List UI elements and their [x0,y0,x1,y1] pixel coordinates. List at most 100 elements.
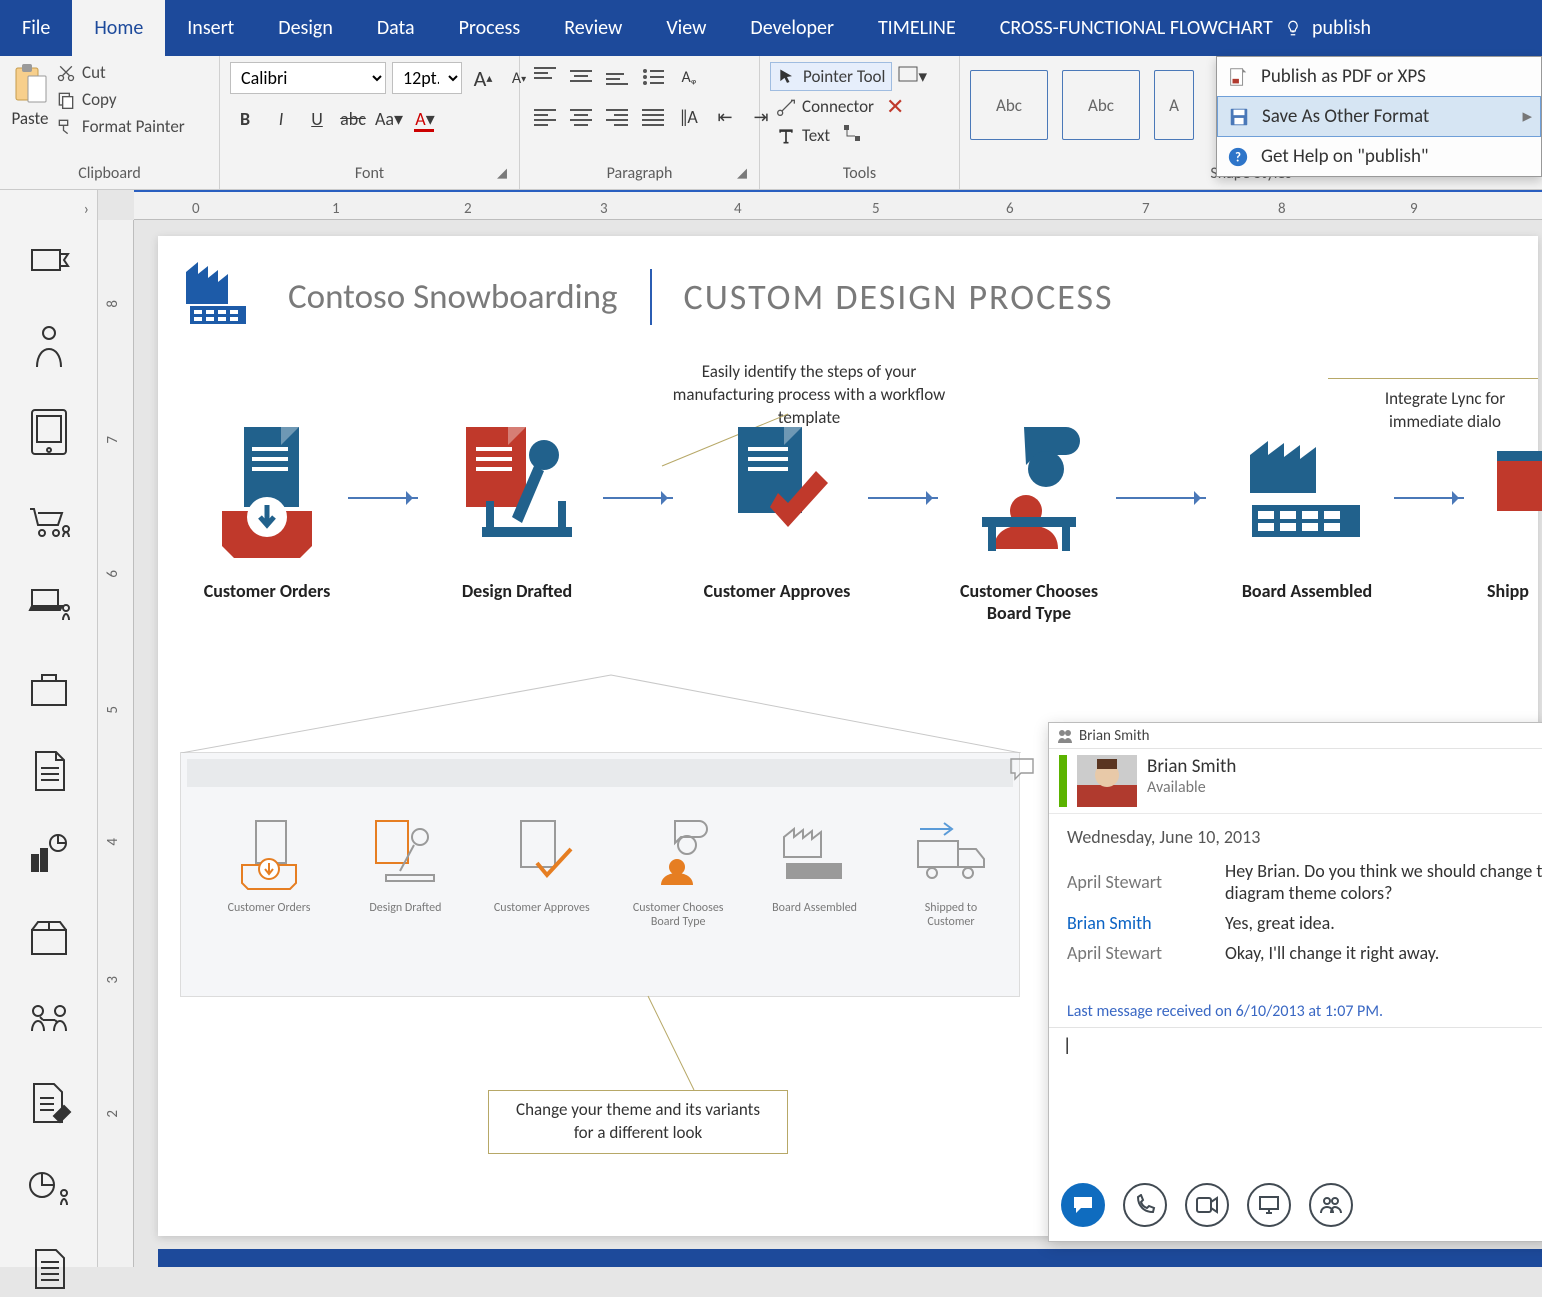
tm-publish-pdf[interactable]: Publish as PDF or XPS [1217,57,1541,96]
chat-contact-status: Available [1147,778,1236,797]
cut-button[interactable]: Cut [56,62,185,83]
tab-review[interactable]: Review [542,0,644,56]
tab-timeline[interactable]: TIMELINE [856,0,978,56]
increase-font-icon[interactable]: A▴ [468,63,498,93]
align-center-button[interactable] [566,102,596,132]
svg-text:?: ? [1235,150,1241,165]
connector-tool-button[interactable]: Connector [770,93,880,120]
mini-step-label: Board Assembled [767,901,863,915]
ruler-tick: 8 [1278,200,1286,218]
shape-style-2[interactable]: Abc [1062,70,1140,140]
chat-titlebar[interactable]: Brian Smith [1049,723,1542,749]
tab-cross-functional[interactable]: CROSS-FUNCTIONAL FLOWCHART [978,0,1295,56]
italic-button[interactable]: I [266,104,296,134]
align-middle-button[interactable] [566,62,596,92]
stencil-pie-person-icon[interactable] [26,1163,72,1214]
change-case-button[interactable]: Aa▾ [374,104,404,134]
decrease-indent-button[interactable]: ⇤ [710,102,740,132]
stencil-person-icon[interactable] [26,323,72,374]
font-size-select[interactable]: 12pt. [392,62,462,94]
bold-button[interactable]: B [230,104,260,134]
flow-arrow-icon [1394,497,1464,499]
clear-format-button[interactable]: Aᵩ [674,62,704,92]
mini-flow: Customer Orders Design Drafted Customer … [221,815,999,929]
canvas[interactable]: 0 1 2 3 4 5 6 7 8 9 8 7 6 5 4 3 2 Cont [98,190,1542,1267]
font-color-button[interactable]: A ▾ [410,104,440,134]
msg-text: Hey Brian. Do you think we should change… [1225,860,1542,904]
align-right-button[interactable] [602,102,632,132]
expand-chevron-icon[interactable]: › [84,200,89,219]
connector-label: Connector [802,96,874,117]
chevron-right-icon: ▸ [1522,105,1532,128]
pointer-tool-button[interactable]: Pointer Tool [770,62,892,91]
pointer-tool-label: Pointer Tool [803,66,885,87]
copy-button[interactable]: Copy [56,89,185,110]
chat-message: April StewartOkay, I'll change it right … [1067,938,1542,968]
stencil-laptop-person-icon[interactable] [26,582,72,633]
close-x-icon[interactable]: ✕ [886,93,904,120]
text-tool-button[interactable]: Text [770,122,836,149]
tab-design[interactable]: Design [256,0,355,56]
group-tools: Pointer Tool ▾ Connector ✕ Text Tools [760,56,960,189]
dialog-launcher-icon[interactable]: ◢ [497,166,507,181]
ruler-vertical: 8 7 6 5 4 3 2 [98,220,134,1267]
stencil-device-icon[interactable] [26,406,72,467]
dialog-launcher-icon[interactable]: ◢ [737,166,747,181]
chat-present-button[interactable] [1247,1183,1291,1227]
align-bottom-button[interactable] [602,62,632,92]
tab-process[interactable]: Process [437,0,543,56]
stencil-briefcase-icon[interactable] [26,665,72,716]
rectangle-tool-button[interactable]: ▾ [898,66,927,87]
tm-save-as-other[interactable]: Save As Other Format ▸ [1217,96,1541,137]
tab-data[interactable]: Data [355,0,437,56]
chat-title: Brian Smith [1079,727,1150,745]
speech-bubble-icon [1009,757,1039,783]
chat-call-button[interactable] [1123,1183,1167,1227]
font-name-select[interactable]: Calibri [230,62,386,94]
stencil-lined-doc-icon[interactable] [26,1246,72,1297]
shape-style-3[interactable]: A [1154,70,1194,140]
tab-view[interactable]: View [644,0,728,56]
tell-me-results: Publish as PDF or XPS Save As Other Form… [1216,56,1542,177]
stencil-cart-person-icon[interactable] [26,499,72,550]
step-label: Customer Chooses Board Type [940,580,1118,624]
chat-participants-button[interactable] [1309,1183,1353,1227]
stencil-chart-icon[interactable] [26,831,72,882]
status-bar [158,1249,1542,1267]
format-painter-button[interactable]: Format Painter [56,116,185,137]
chat-video-button[interactable] [1185,1183,1229,1227]
align-left-button[interactable] [530,102,560,132]
mini-step: Design Drafted [357,815,453,915]
chat-last-received: Last message received on 6/10/2013 at 1:… [1049,972,1542,1027]
chat-im-button[interactable] [1061,1183,1105,1227]
step-design-drafted: Design Drafted [428,421,606,602]
stencil-box-icon[interactable] [26,914,72,965]
text-direction-button[interactable]: ǁA [674,102,704,132]
callout-theme-variant: Change your theme and its variants for a… [488,1090,788,1154]
align-top-button[interactable] [530,62,560,92]
paste-button[interactable]: Paste [10,62,50,129]
shape-style-1[interactable]: Abc [970,70,1048,140]
tell-me-search[interactable] [1264,0,1542,56]
tab-insert[interactable]: Insert [165,0,256,56]
connection-point-icon[interactable] [842,123,862,148]
bullets-button[interactable] [638,62,668,92]
ruler-tick: 1 [332,200,340,218]
justify-button[interactable] [638,102,668,132]
mini-step-label: Customer Orders [221,901,317,915]
step-label: Customer Orders [178,580,356,602]
underline-button[interactable]: U [302,104,332,134]
stencil-collab-icon[interactable] [26,997,72,1048]
tab-developer[interactable]: Developer [728,0,856,56]
chat-input[interactable] [1063,1034,1542,1056]
tm-get-help[interactable]: ? Get Help on "publish" [1217,137,1541,176]
step-customer-chooses: Customer Chooses Board Type [940,421,1118,624]
group-label-tools: Tools [770,164,949,187]
stencil-edit-doc-icon[interactable] [26,1080,72,1131]
tab-file[interactable]: File [0,0,72,56]
tell-me-input[interactable] [1312,16,1542,40]
strike-button[interactable]: abc [338,104,368,134]
stencil-flag-icon[interactable] [26,240,72,291]
stencil-document-icon[interactable] [26,748,72,799]
tab-home[interactable]: Home [72,0,165,56]
